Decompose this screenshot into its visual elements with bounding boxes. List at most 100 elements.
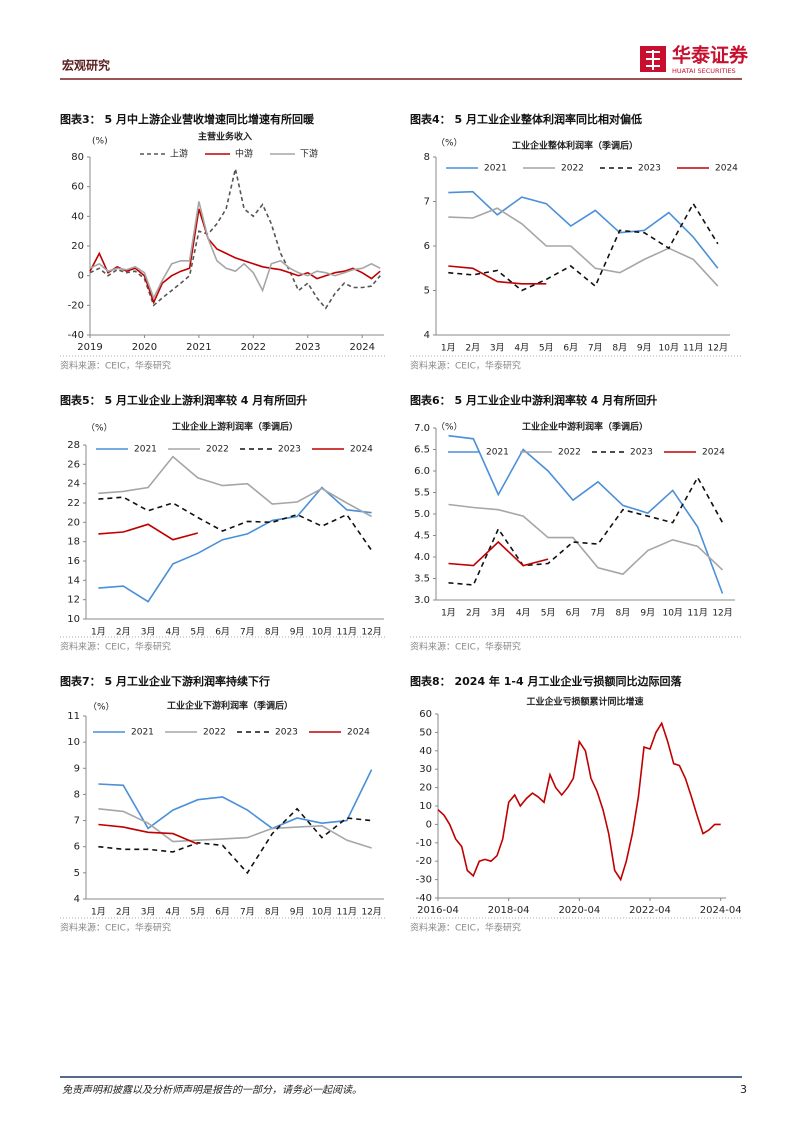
chart-caption: 图表3： 5 月中上游企业营收增速同比增速有所回暖 bbox=[60, 112, 315, 126]
logo-text: 华泰证券 bbox=[672, 44, 749, 67]
legend-label: 2021 bbox=[486, 448, 509, 458]
chart-title: 工业企业上游利润率（季调后） bbox=[172, 421, 298, 433]
legend-label: 2022 bbox=[558, 448, 581, 458]
series-line bbox=[448, 540, 549, 567]
x-tick-label: 4月 bbox=[166, 907, 181, 918]
x-tick-label: 6月 bbox=[215, 627, 230, 638]
y-tick-label: 4.0 bbox=[414, 552, 430, 563]
y-axis-label: （%） bbox=[86, 423, 113, 434]
y-tick-label: 60 bbox=[419, 709, 432, 720]
series-line bbox=[448, 434, 724, 594]
x-tick-label: 9月 bbox=[640, 608, 655, 619]
y-axis-label: （%） bbox=[436, 138, 463, 149]
legend-label: 2022 bbox=[561, 164, 584, 174]
x-tick-label: 7月 bbox=[240, 907, 255, 918]
series-line bbox=[448, 202, 719, 292]
y-tick-label: 6.5 bbox=[414, 445, 430, 456]
y-tick-label: 4 bbox=[74, 894, 80, 905]
series-line bbox=[89, 168, 381, 310]
y-tick-label: 16 bbox=[67, 556, 80, 567]
y-tick-label: 20 bbox=[67, 517, 80, 528]
series-line bbox=[98, 808, 372, 849]
chart-caption: 图表5： 5 月工业企业上游利润率较 4 月有所回升 bbox=[60, 393, 307, 407]
x-tick-label: 2024 bbox=[349, 342, 374, 353]
x-tick-label: 2月 bbox=[465, 343, 480, 354]
y-tick-label: 7 bbox=[74, 816, 80, 827]
x-tick-label: 5月 bbox=[539, 343, 554, 354]
x-tick-label: 2月 bbox=[116, 907, 131, 918]
y-tick-label: 9 bbox=[74, 763, 80, 774]
x-tick-label: 2月 bbox=[116, 627, 131, 638]
y-tick-label: -20 bbox=[416, 856, 432, 867]
y-tick-label: 40 bbox=[419, 746, 432, 757]
y-tick-label: -10 bbox=[416, 838, 432, 849]
x-tick-label: 5月 bbox=[541, 608, 556, 619]
x-tick-label: 1月 bbox=[91, 907, 106, 918]
y-tick-label: 8 bbox=[74, 789, 80, 800]
x-tick-label: 9月 bbox=[637, 343, 652, 354]
series-line bbox=[448, 265, 547, 285]
x-tick-label: 6月 bbox=[566, 608, 581, 619]
legend-label: 2023 bbox=[278, 445, 301, 455]
y-tick-label: 0 bbox=[78, 271, 84, 282]
series-line bbox=[98, 807, 372, 875]
legend-label: 2023 bbox=[638, 164, 661, 174]
x-tick-label: 11月 bbox=[683, 343, 703, 354]
y-tick-label: 3.0 bbox=[414, 595, 430, 606]
x-tick-label: 1月 bbox=[441, 343, 456, 354]
x-tick-label: 1月 bbox=[441, 608, 456, 619]
x-tick-label: 1月 bbox=[91, 627, 106, 638]
y-tick-label: 7.0 bbox=[414, 423, 430, 434]
x-tick-label: 4月 bbox=[516, 608, 531, 619]
legend-label: 2022 bbox=[203, 728, 226, 738]
chart-caption: 图表4： 5 月工业企业整体利润率同比相对偏低 bbox=[410, 112, 642, 126]
chart-caption: 图表6： 5 月工业企业中游利润率较 4 月有所回升 bbox=[410, 393, 657, 407]
chart-title: 工业企业整体利润率（季调后） bbox=[512, 140, 638, 152]
y-tick-label: 0 bbox=[426, 819, 432, 830]
disclaimer: 免责声明和披露以及分析师声明是报告的一部分，请务必一起阅读。 bbox=[62, 1084, 362, 1096]
series-line bbox=[98, 486, 372, 603]
legend-label: 2021 bbox=[131, 728, 154, 738]
y-tick-label: 14 bbox=[67, 575, 80, 586]
x-tick-label: 5月 bbox=[190, 907, 205, 918]
x-tick-label: 11月 bbox=[337, 907, 357, 918]
x-tick-label: 10月 bbox=[312, 907, 332, 918]
y-tick-label: 11 bbox=[67, 711, 80, 722]
y-tick-label: 10 bbox=[67, 614, 80, 625]
x-tick-label: 2021 bbox=[186, 342, 211, 353]
x-tick-label: 7月 bbox=[588, 343, 603, 354]
x-tick-label: 8月 bbox=[616, 608, 631, 619]
legend-label: 中游 bbox=[235, 148, 253, 160]
x-tick-label: 7月 bbox=[591, 608, 606, 619]
x-tick-label: 10月 bbox=[659, 343, 679, 354]
series-line bbox=[448, 475, 724, 586]
chart-title: 工业企业下游利润率（季调后） bbox=[167, 700, 293, 712]
y-tick-label: 10 bbox=[67, 737, 80, 748]
x-tick-label: 11月 bbox=[687, 608, 707, 619]
y-tick-label: 40 bbox=[71, 211, 84, 222]
x-tick-label: 4月 bbox=[166, 627, 181, 638]
x-tick-label: 2022 bbox=[241, 342, 266, 353]
x-tick-label: 2020 bbox=[132, 342, 157, 353]
chart-source: 资料来源：CEIC，华泰研究 bbox=[410, 360, 521, 372]
x-tick-label: 2024-04 bbox=[700, 905, 742, 916]
x-tick-label: 12月 bbox=[708, 343, 728, 354]
x-tick-label: 10月 bbox=[312, 627, 332, 638]
y-axis-label: （%） bbox=[88, 702, 115, 713]
y-tick-label: 26 bbox=[67, 459, 80, 470]
x-tick-label: 2023 bbox=[295, 342, 320, 353]
series-line bbox=[89, 208, 381, 305]
x-tick-label: 7月 bbox=[240, 627, 255, 638]
x-tick-label: 2020-04 bbox=[558, 905, 600, 916]
legend-label: 2024 bbox=[350, 445, 373, 455]
y-tick-label: 5.5 bbox=[414, 488, 430, 499]
chart-title: 主营业务收入 bbox=[198, 131, 252, 143]
y-axis-label: （%） bbox=[436, 422, 463, 433]
series-line bbox=[98, 523, 199, 541]
x-tick-label: 3月 bbox=[490, 343, 505, 354]
legend-label: 2022 bbox=[206, 445, 229, 455]
y-tick-label: 18 bbox=[67, 537, 80, 548]
y-tick-label: 5.0 bbox=[414, 509, 430, 520]
x-tick-label: 8月 bbox=[612, 343, 627, 354]
